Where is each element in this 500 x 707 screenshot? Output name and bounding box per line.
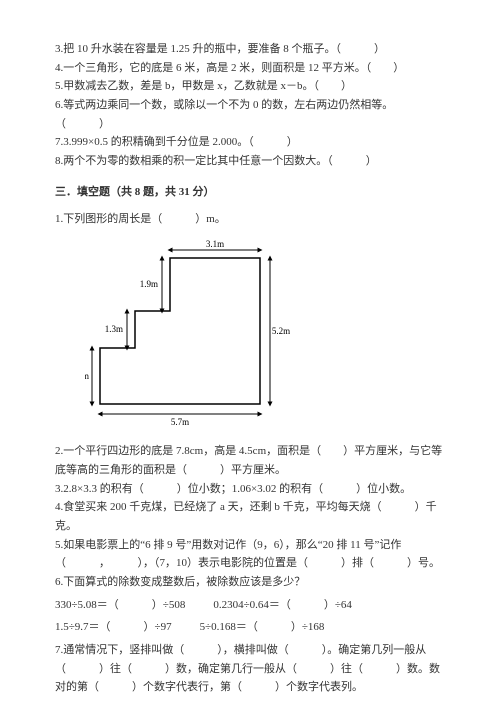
fb-q6: 6.下面算式的除数变成整数后，被除数应该是多少？: [55, 573, 445, 592]
tf-q5: 5.甲数减去乙数，差是 b，甲数是 x，乙数就是 x－b。（ ）: [55, 77, 445, 96]
fb-q1: 1.下列图形的周长是（ ）m。: [55, 210, 445, 229]
tf-q7: 7.3.999×0.5 的积精确到千分位是 2.000。（ ）: [55, 133, 445, 152]
tf-q8: 8.两个不为零的数相乘的积一定比其中任意一个因数大。（ ）: [55, 152, 445, 171]
q6-r1b: 0.2304÷0.64＝（ ）÷64: [213, 596, 352, 615]
fb-q3: 3.2.8×3.3 的积有（ ）位小数；1.06×3.02 的积有（ ）位小数。: [55, 480, 445, 499]
tf-q6a: 6.等式两边乘同一个数，或除以一个不为 0 的数，左右两边仍然相等。: [55, 96, 445, 115]
svg-text:5.2m: 5.2m: [272, 326, 290, 336]
section-3-title: 三．填空题（共 8 题，共 31 分）: [55, 183, 445, 202]
svg-text:3.1m: 3.1m: [206, 239, 224, 249]
fb-q2: 2.一个平行四边形的底是 7.8cm，高是 4.5cm，面积是（ ）平方厘米，与…: [55, 442, 445, 479]
fb-q5: 5.如果电影票上的“6 排 9 号”用数对记作（9，6），那么“20 排 11 …: [55, 536, 445, 573]
svg-text:1.9m: 1.9m: [140, 279, 158, 289]
tf-q4: 4.一个三角形，它的底是 6 米，高是 2 米，则面积是 12 平方米。（ ）: [55, 59, 445, 78]
fb-q6-row1: 330÷5.08＝（ ）÷508 0.2304÷0.64＝（ ）÷64: [55, 596, 445, 615]
fb-q6-row2: 1.5÷9.7＝（ ）÷97 5÷0.168＝（ ）÷168: [55, 618, 445, 637]
perimeter-figure: 3.1m 1.9m 1.3m 2m 5.7m 5.2m: [85, 238, 445, 428]
tf-q3: 3.把 10 升水装在容量是 1.25 升的瓶中，要准备 8 个瓶子。（ ）: [55, 40, 445, 59]
fb-q7: 7.通常情况下，竖排叫做（ ），横排叫做（ ）。确定第几列一般从（ ）往（ ）数…: [55, 641, 445, 697]
q6-r2b: 5÷0.168＝（ ）÷168: [200, 618, 325, 637]
q6-r2a: 1.5÷9.7＝（ ）÷97: [55, 618, 172, 637]
q6-r1a: 330÷5.08＝（ ）÷508: [55, 596, 185, 615]
fb-q4: 4.食堂买来 200 千克煤，已经烧了 a 天，还剩 b 千克，平均每天烧（ ）…: [55, 498, 445, 535]
tf-q6b: （ ）: [55, 115, 445, 134]
svg-text:5.7m: 5.7m: [171, 417, 189, 427]
svg-text:1.3m: 1.3m: [105, 324, 123, 334]
svg-text:2m: 2m: [85, 371, 89, 381]
